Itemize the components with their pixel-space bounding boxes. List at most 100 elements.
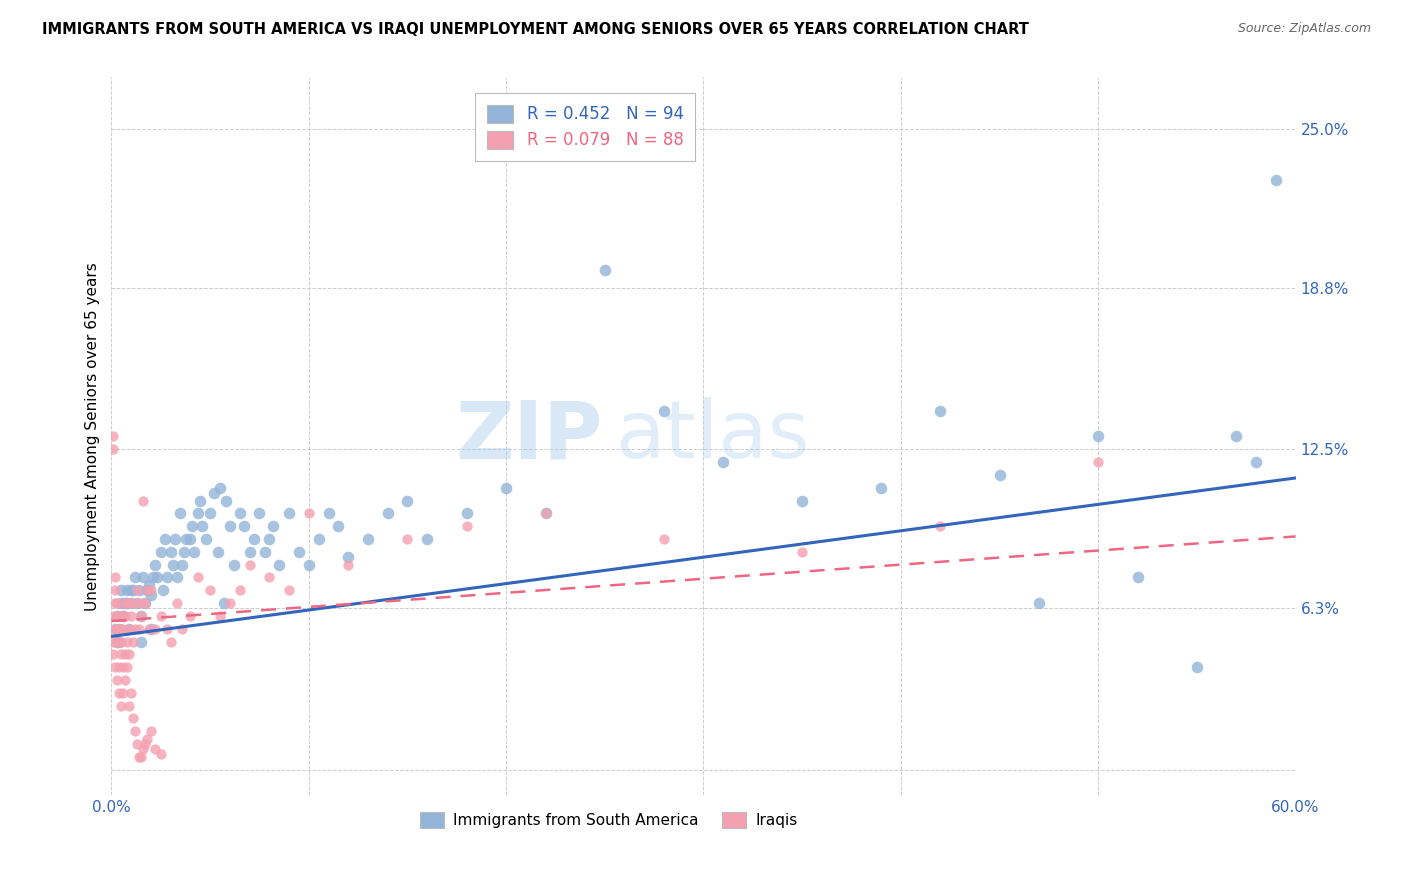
Point [103,608,125,623]
Point [163,532,186,546]
Point [134,737,156,751]
Point [105,608,128,623]
Point [208,481,231,495]
Point [112,622,135,636]
Point [269,558,291,572]
Y-axis label: Unemployment Among Seniors over 65 years: Unemployment Among Seniors over 65 years [86,262,100,611]
Point [120,596,142,610]
Point [181,519,204,533]
Point [105,596,128,610]
Point [138,578,160,592]
Point [125,737,148,751]
Point [118,622,141,636]
Point [128,750,150,764]
Point [259,570,281,584]
Point [120,596,142,610]
Point [108,634,131,648]
Point [136,583,159,598]
Point [262,519,284,533]
Point [132,742,155,756]
Point [112,660,135,674]
Point [128,583,150,598]
Point [136,731,159,746]
Point [183,545,205,559]
Point [929,519,952,533]
Point [120,686,142,700]
Point [238,545,260,559]
Point [198,583,221,598]
Point [456,519,478,533]
Point [114,596,136,610]
Point [288,545,311,559]
Point [108,634,131,648]
Point [139,583,162,598]
Point [172,558,194,572]
Point [149,545,172,559]
Text: atlas: atlas [614,398,808,475]
Point [129,608,152,623]
Point [115,634,138,648]
Point [104,622,127,636]
Point [129,608,152,623]
Point [652,532,675,546]
Point [176,532,198,546]
Point [108,660,131,674]
Point [179,532,201,546]
Point [396,493,419,508]
Text: Source: ZipAtlas.com: Source: ZipAtlas.com [1237,22,1371,36]
Point [187,570,209,584]
Point [114,608,136,623]
Point [159,634,181,648]
Point [114,596,136,610]
Point [929,404,952,418]
Point [134,596,156,610]
Point [1244,455,1267,469]
Point [308,532,330,546]
Point [228,583,250,598]
Point [132,570,155,584]
Point [207,545,229,559]
Point [156,622,179,636]
Point [215,493,238,508]
Point [298,506,321,520]
Point [228,506,250,520]
Point [122,634,145,648]
Point [105,673,128,687]
Point [103,442,125,457]
Point [110,608,132,623]
Point [1225,429,1247,443]
Point [1126,570,1149,584]
Point [357,532,380,546]
Point [108,686,131,700]
Point [534,506,557,520]
Point [495,481,517,495]
Point [377,506,399,520]
Point [254,545,277,559]
Point [146,570,169,584]
Point [110,596,132,610]
Point [534,506,557,520]
Point [138,622,160,636]
Point [195,532,218,546]
Point [139,724,162,739]
Point [115,660,138,674]
Point [149,747,172,762]
Point [128,622,150,636]
Point [593,262,616,277]
Point [132,493,155,508]
Point [159,545,181,559]
Point [110,698,132,713]
Point [1185,660,1208,674]
Point [105,634,128,648]
Point [792,493,814,508]
Point [191,519,214,533]
Point [188,493,211,508]
Point [112,608,135,623]
Point [202,485,225,500]
Text: ZIP: ZIP [456,398,603,475]
Point [416,532,439,546]
Point [456,506,478,520]
Point [103,648,125,662]
Point [187,506,209,520]
Point [110,622,132,636]
